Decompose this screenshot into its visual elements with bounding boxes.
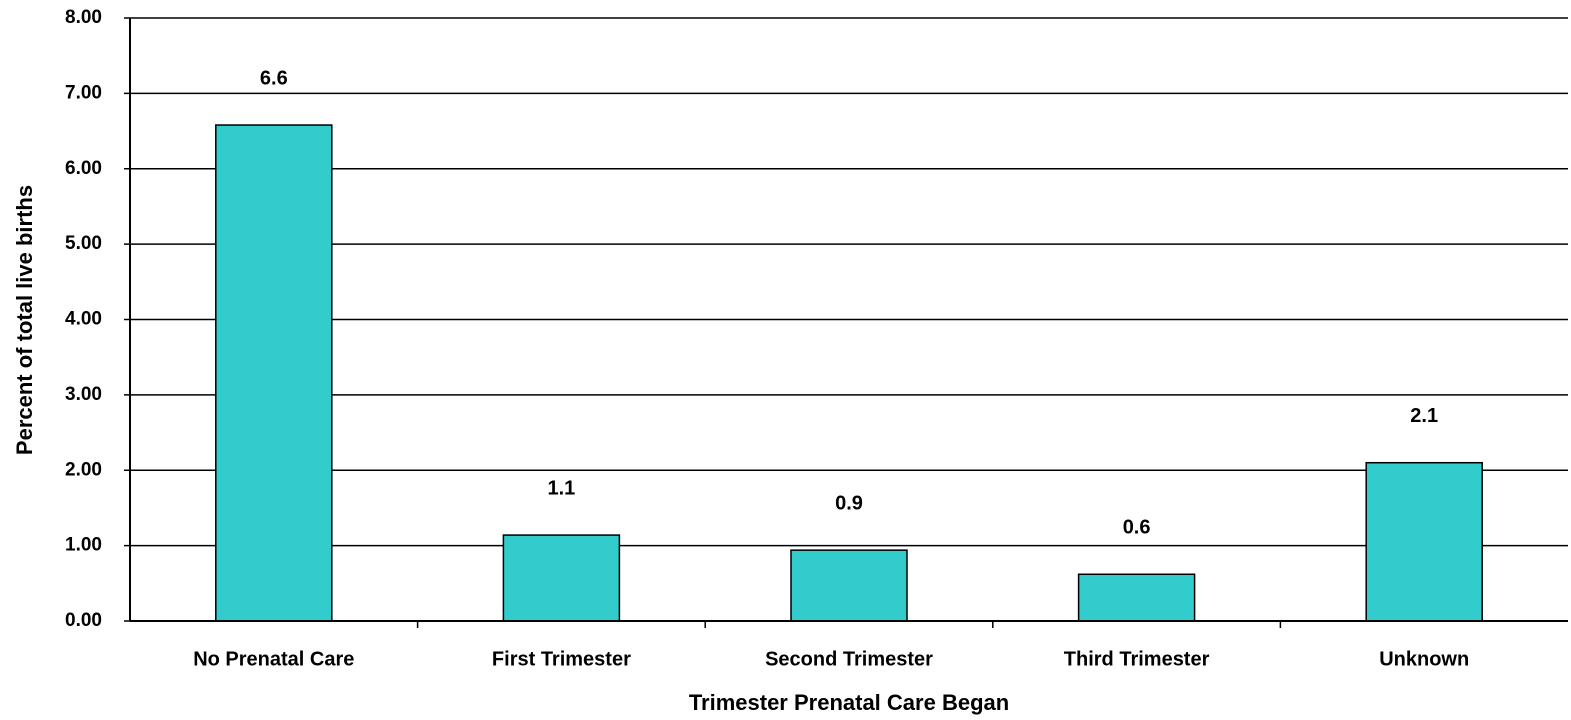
value-label: 0.6: [1123, 517, 1151, 539]
x-tick-label: Unknown: [1379, 648, 1469, 670]
x-axis-title: Trimester Prenatal Care Began: [689, 690, 1009, 715]
y-tick-label: 2.00: [65, 459, 102, 480]
bar: [215, 124, 333, 622]
bar: [1077, 573, 1196, 622]
x-tick-label: First Trimester: [492, 648, 631, 670]
x-tick-label: Second Trimester: [765, 648, 933, 670]
x-tick-label: Third Trimester: [1064, 648, 1210, 670]
y-tick-label: 0.00: [65, 610, 102, 631]
y-tick-label: 6.00: [65, 158, 102, 179]
x-tick-label: No Prenatal Care: [193, 648, 354, 670]
y-axis-title: Percent of total live births: [12, 185, 37, 455]
y-tick-label: 7.00: [65, 82, 102, 103]
bar: [1365, 461, 1483, 622]
y-tick-label: 1.00: [65, 535, 102, 556]
bar: [790, 549, 908, 622]
value-label: 6.6: [260, 67, 288, 89]
bar: [502, 534, 621, 622]
y-tick-label: 5.00: [65, 233, 102, 254]
value-label: 2.1: [1410, 405, 1438, 427]
y-tick-label: 4.00: [65, 309, 102, 330]
y-tick-label: 8.00: [65, 7, 102, 28]
value-label: 0.9: [835, 492, 863, 514]
y-tick-label: 3.00: [65, 384, 102, 405]
value-label: 1.1: [547, 477, 575, 499]
